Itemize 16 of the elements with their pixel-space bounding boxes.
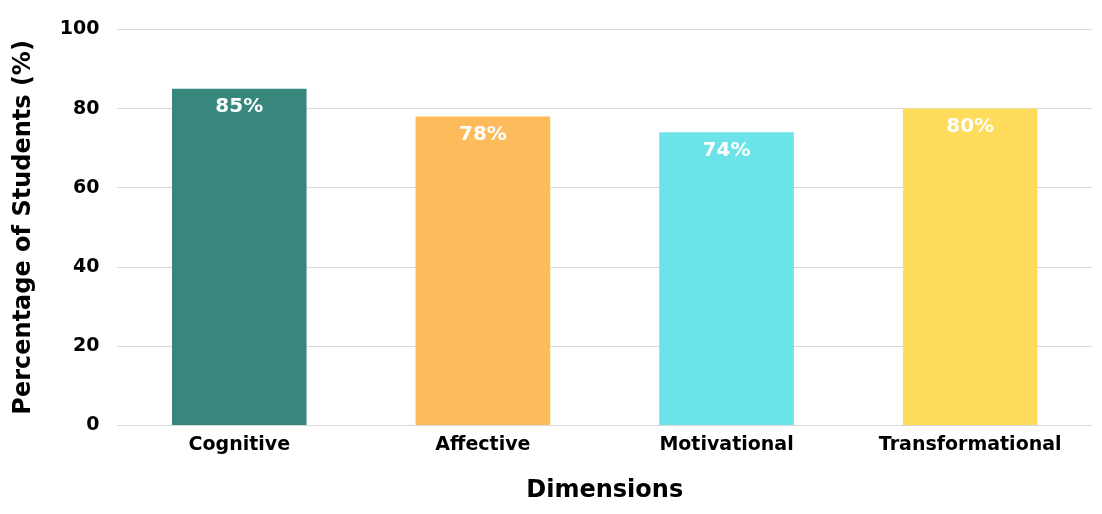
data-label: 78% (458, 120, 507, 145)
x-tick-label: Transformational (878, 431, 1062, 454)
y-tick-label: 100 (59, 16, 100, 39)
data-label: 74% (702, 136, 751, 161)
x-tick-label: Affective (435, 431, 531, 454)
data-label: 80% (946, 112, 995, 137)
y-tick-label: 60 (73, 174, 100, 197)
x-axis-title: Dimensions (526, 474, 684, 503)
y-axis-title: Percentage of Students (%) (7, 40, 36, 415)
y-tick-label: 80 (73, 95, 100, 118)
x-tick-label: Motivational (659, 431, 794, 454)
x-tick-label: Cognitive (188, 431, 291, 454)
y-tick-label: 0 (86, 412, 100, 435)
y-tick-label: 20 (73, 333, 100, 356)
y-tick-label: 40 (73, 253, 100, 276)
data-label: 85% (215, 93, 264, 117)
